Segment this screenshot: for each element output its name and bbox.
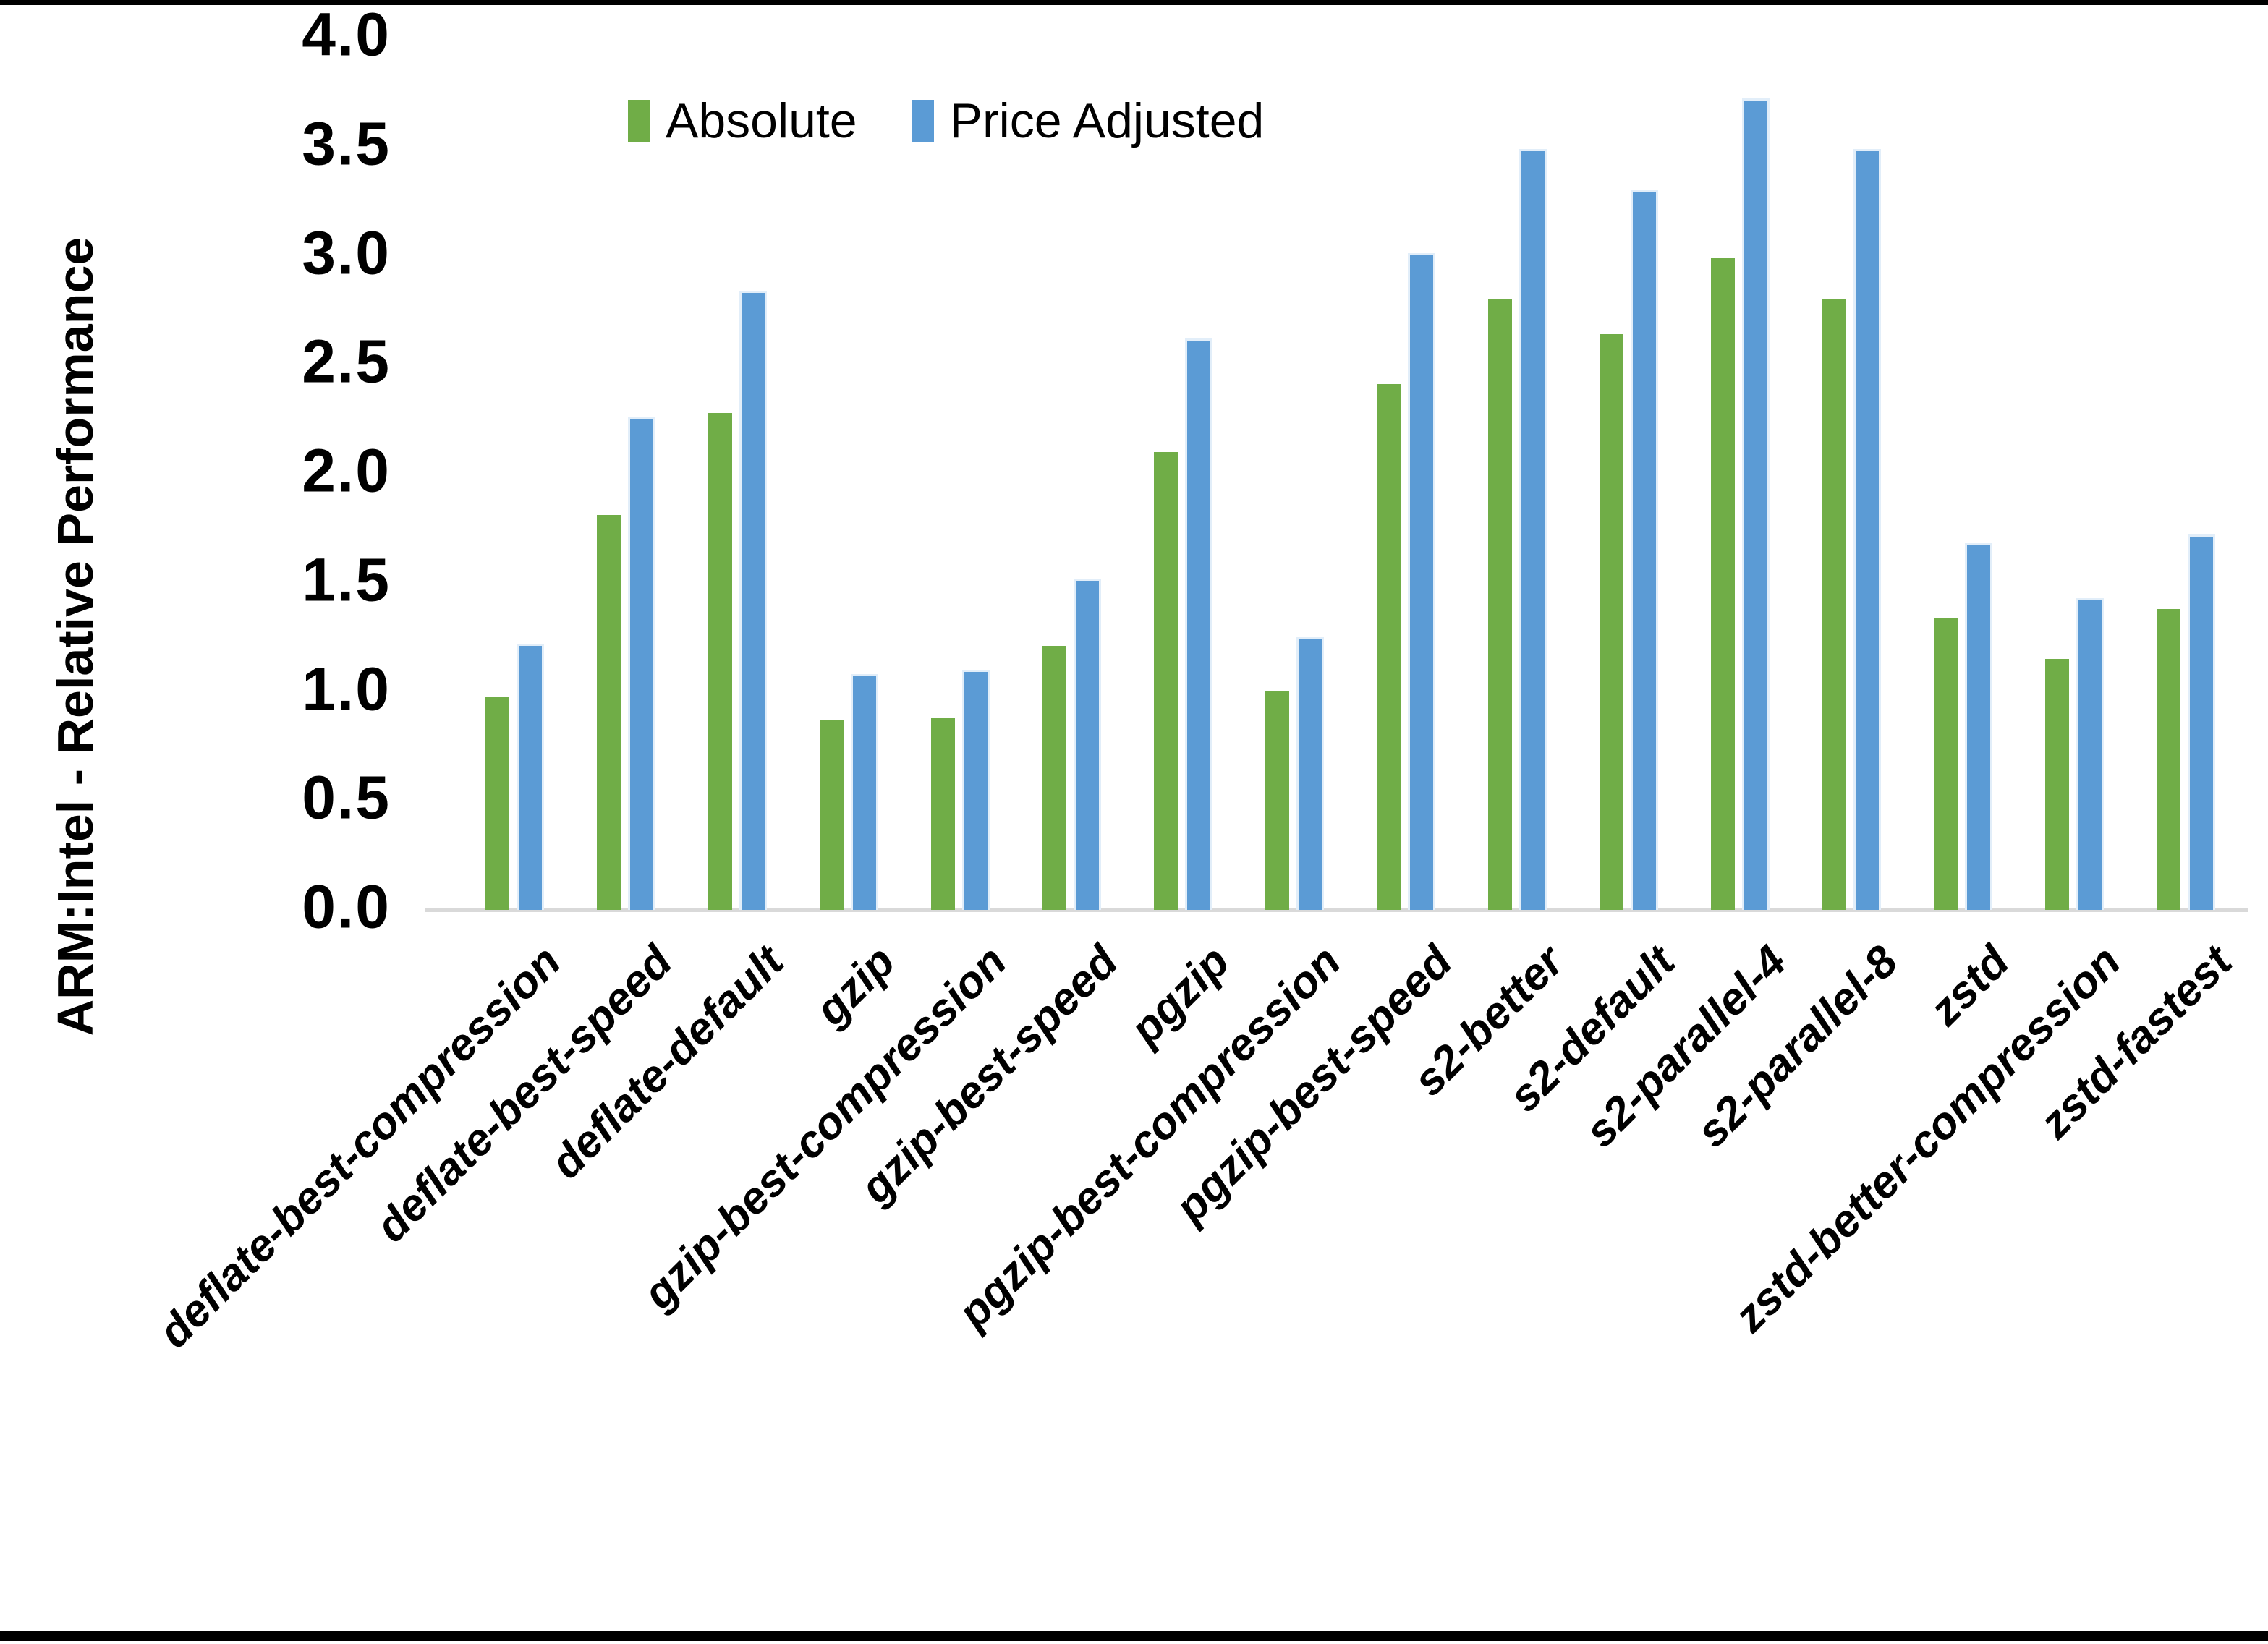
y-axis-tick-label: 0.0 <box>302 872 391 941</box>
y-axis-tick-label: 4.0 <box>302 0 391 69</box>
legend-label-absolute: Absolute <box>666 93 857 148</box>
bar-price-adjusted <box>2076 598 2104 910</box>
x-category-label: deflate-best-compression <box>149 936 571 1358</box>
y-axis-tick-label: 3.0 <box>302 218 391 287</box>
bar-absolute <box>1822 299 1846 910</box>
y-axis-title: ARM:Intel - Relative Performance <box>47 237 103 1036</box>
bar-absolute <box>1488 299 1512 910</box>
x-category-label: gzip <box>806 936 905 1036</box>
bar-price-adjusted <box>739 291 767 910</box>
x-category-label: zstd <box>1920 936 2019 1036</box>
bar-absolute <box>820 720 844 910</box>
bar-price-adjusted <box>1185 338 1212 910</box>
bar-absolute <box>2157 609 2180 910</box>
bar-price-adjusted <box>1742 98 1770 910</box>
bar-price-adjusted <box>1408 253 1435 910</box>
bottom-border-line <box>0 1631 2268 1641</box>
chart-legend: Absolute Price Adjusted <box>628 93 1264 149</box>
legend-swatch-price-adjusted <box>912 100 934 142</box>
bar-absolute <box>1600 334 1623 910</box>
y-axis-tick-label: 0.5 <box>302 763 391 832</box>
bar-absolute <box>708 413 732 910</box>
bar-price-adjusted <box>2188 534 2215 910</box>
x-axis-baseline <box>425 908 2248 912</box>
bar-absolute <box>1154 452 1178 910</box>
legend-label-price-adjusted: Price Adjusted <box>949 93 1265 148</box>
bar-price-adjusted <box>1853 149 1881 910</box>
y-axis-tick-label: 2.0 <box>302 436 391 505</box>
y-axis-tick-label: 1.0 <box>302 655 391 723</box>
bar-absolute <box>1265 691 1289 910</box>
bar-absolute <box>1377 384 1401 910</box>
legend-swatch-absolute <box>628 100 650 142</box>
bar-absolute <box>2045 659 2069 910</box>
y-axis-tick-label: 3.5 <box>302 109 391 178</box>
bar-price-adjusted <box>851 674 878 910</box>
bar-price-adjusted <box>1296 637 1324 910</box>
bar-absolute <box>931 718 955 910</box>
bar-price-adjusted <box>1631 190 1658 910</box>
bar-price-adjusted <box>1074 579 1101 910</box>
bar-price-adjusted <box>1965 543 1992 910</box>
y-axis-tick-label: 1.5 <box>302 545 391 614</box>
bar-absolute <box>485 697 509 910</box>
legend-entry-absolute: Absolute <box>628 93 857 149</box>
bar-price-adjusted <box>628 417 655 910</box>
bar-absolute <box>1711 258 1735 910</box>
bar-price-adjusted <box>517 644 544 910</box>
bar-price-adjusted <box>962 670 990 910</box>
top-border-line <box>0 0 2268 5</box>
bar-absolute <box>1934 618 1958 910</box>
bar-absolute <box>1042 646 1066 910</box>
bar-absolute <box>597 515 621 910</box>
y-axis-tick-label: 2.5 <box>302 327 391 396</box>
legend-entry-price-adjusted: Price Adjusted <box>912 93 1265 149</box>
bar-price-adjusted <box>1519 149 1547 910</box>
